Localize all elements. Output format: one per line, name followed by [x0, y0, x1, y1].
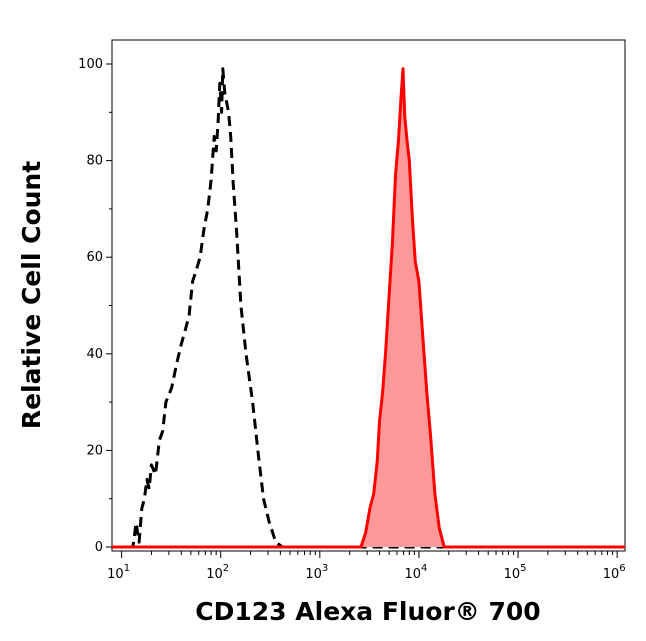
y-tick-label: 40: [86, 347, 103, 362]
y-tick-label: 0: [95, 540, 103, 555]
y-axis-title: Relative Cell Count: [17, 161, 46, 429]
x-tick-label: 102: [206, 563, 229, 582]
x-tick-label: 103: [305, 563, 328, 582]
series-2-line: [112, 67, 625, 549]
x-tick-label: 106: [603, 563, 626, 582]
series-1-line: [112, 67, 625, 549]
y-tick-label: 20: [86, 443, 103, 458]
y-tick-label: 60: [86, 250, 103, 265]
plot-frame: [111, 39, 626, 552]
x-axis: 101 102 103 104 105 106: [107, 551, 626, 582]
x-tick-label: 105: [504, 563, 527, 582]
y-axis: 0 20 40 60 80 100: [78, 57, 112, 555]
y-tick-label: 80: [86, 154, 103, 169]
y-tick-label: 100: [78, 57, 103, 72]
x-tick-label: 104: [404, 563, 427, 582]
series-layer: [112, 67, 625, 549]
x-axis-title: CD123 Alexa Fluor® 700: [195, 597, 540, 626]
x-tick-label: 101: [107, 563, 130, 582]
